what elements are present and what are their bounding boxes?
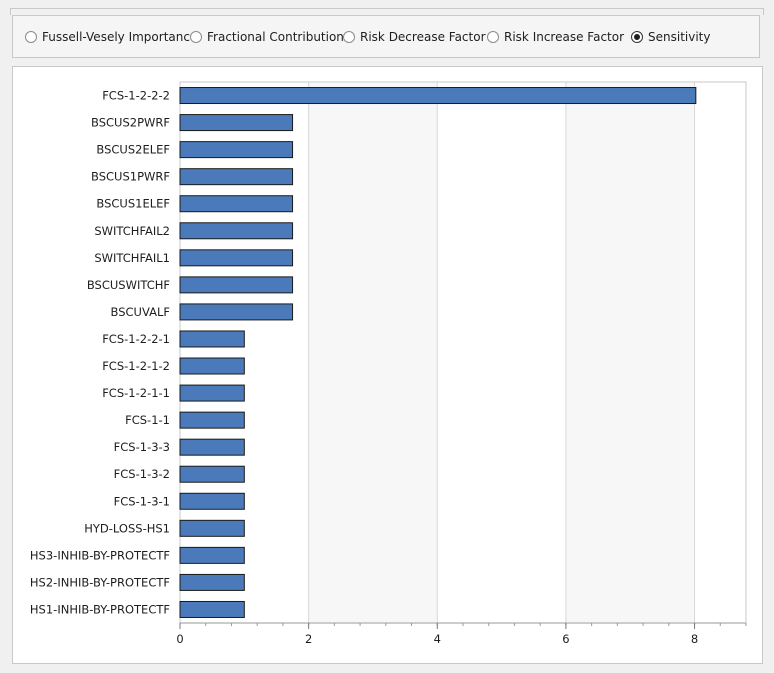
radio-sensitivity[interactable] [631,31,643,43]
bar[interactable] [179,114,294,132]
category-label: FCS-1-2-2-2 [102,89,170,103]
category-label: SWITCHFAIL2 [94,224,170,238]
category-label: SWITCHFAIL1 [94,251,170,265]
bar[interactable] [179,465,245,483]
bar[interactable] [179,249,294,267]
bar[interactable] [179,573,245,591]
bar[interactable] [179,384,245,402]
bar[interactable] [179,546,245,564]
category-label: FCS-1-1 [125,413,170,427]
category-label: FCS-1-2-1-2 [102,359,170,373]
category-label: FCS-1-3-3 [114,440,170,454]
option-label: Fussell-Vesely Importance [42,30,198,44]
option-label: Fractional Contribution [207,30,344,44]
x-tick-label: 6 [562,632,569,646]
category-label: BSCUS2ELEF [96,143,170,157]
x-tick-label: 2 [305,632,312,646]
bar[interactable] [179,87,697,105]
option-fractional-contribution[interactable]: Fractional Contribution [190,30,344,44]
radio-risk-increase-factor[interactable] [487,31,499,43]
category-label: HS1-INHIB-BY-PROTECTF [30,602,170,616]
category-label: FCS-1-3-1 [114,494,170,508]
radio-fractional-contribution[interactable] [190,31,202,43]
chart-panel: FCS-1-2-2-2 BSCUS2PWRF BSCUS2ELEF BSCUS1PWR… [12,66,763,664]
bar[interactable] [179,168,294,186]
bar[interactable] [179,357,245,375]
bar[interactable] [179,276,294,294]
category-label: BSCUVALF [111,305,170,319]
grid-band [565,83,695,622]
category-label: BSCUS1ELEF [96,197,170,211]
bar[interactable] [179,411,245,429]
option-fussell-vesely[interactable]: Fussell-Vesely Importance [25,30,197,44]
option-sensitivity[interactable]: Sensitivity [631,30,710,44]
option-label: Risk Decrease Factor [360,30,486,44]
x-tick-label: 4 [434,632,441,646]
bar[interactable] [179,519,245,537]
x-tick-label: 8 [691,632,698,646]
bar[interactable] [179,141,294,159]
radio-risk-decrease-factor[interactable] [343,31,355,43]
category-label: HS2-INHIB-BY-PROTECTF [30,575,170,589]
bar[interactable] [179,195,294,213]
bar[interactable] [179,600,245,618]
bar[interactable] [179,492,245,510]
category-label: BSCUS1PWRF [91,170,170,184]
top-panel-border [10,8,764,15]
option-label: Sensitivity [648,30,711,44]
sensitivity-bar-chart: FCS-1-2-2-2 BSCUS2PWRF BSCUS2ELEF BSCUS1PWR… [30,81,747,646]
category-label: FCS-1-2-2-1 [102,332,170,346]
bar[interactable] [179,330,245,348]
radio-fussell-vesely[interactable] [25,31,37,43]
option-risk-increase-factor[interactable]: Risk Increase Factor [487,30,624,44]
bar[interactable] [179,222,294,240]
bar[interactable] [179,303,294,321]
category-label: BSCUS2PWRF [91,116,170,130]
option-label: Risk Increase Factor [504,30,625,44]
category-label: HYD-LOSS-HS1 [84,521,170,535]
measure-options: Fussell-Vesely Importance Fractional Con… [12,15,760,58]
category-label: FCS-1-3-2 [114,467,170,481]
category-label: FCS-1-2-1-1 [102,386,170,400]
category-label: HS3-INHIB-BY-PROTECTF [30,548,170,562]
bar[interactable] [179,438,245,456]
option-risk-decrease-factor[interactable]: Risk Decrease Factor [343,30,486,44]
grid-band [308,83,438,622]
x-tick-label: 0 [176,632,183,646]
category-label: BSCUSWITCHF [87,278,170,292]
